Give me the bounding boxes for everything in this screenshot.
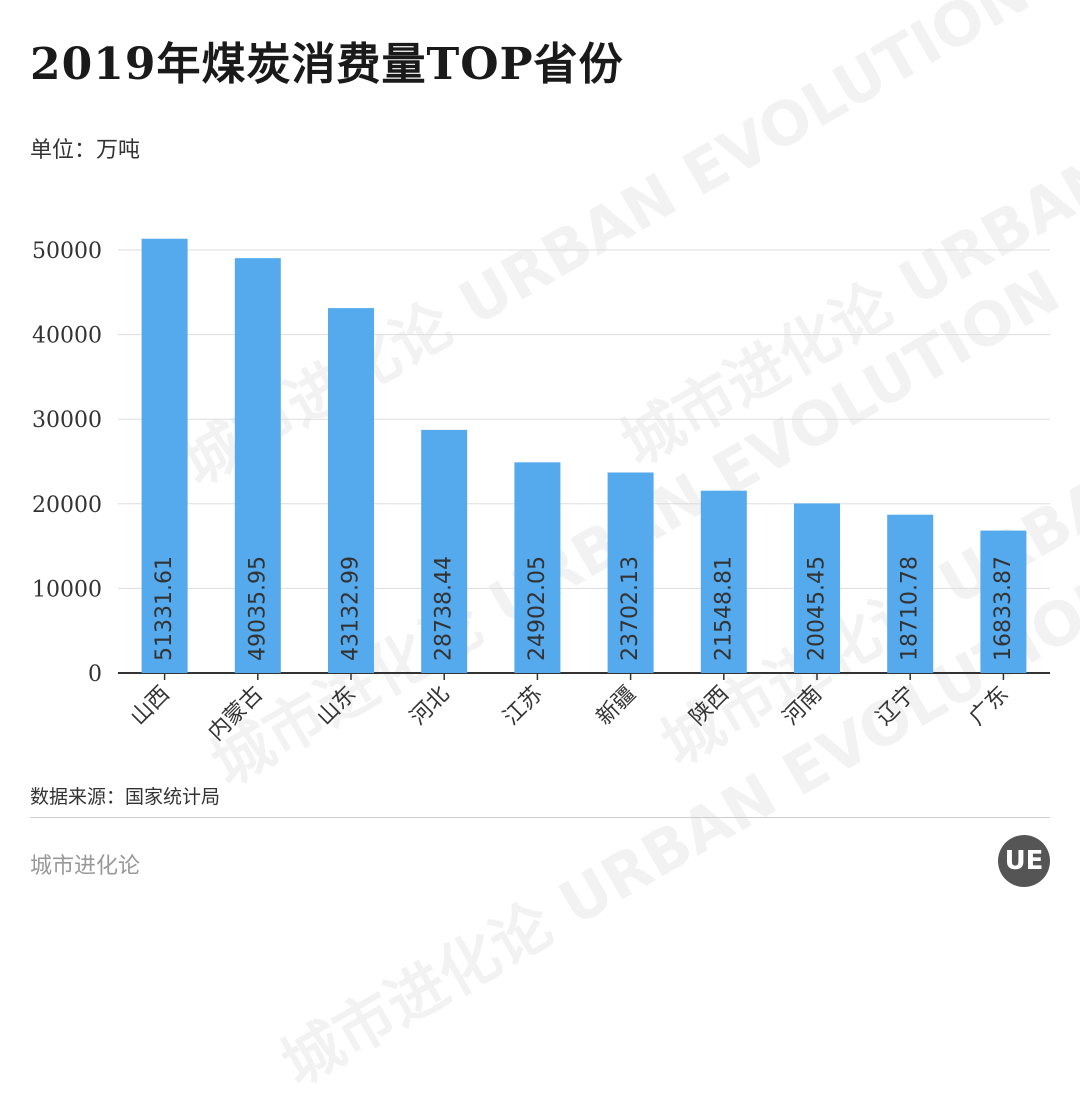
y-tick-label: 40000	[32, 324, 102, 349]
x-tick-label: 河北	[406, 682, 455, 731]
x-tick-label: 山西	[126, 682, 175, 731]
data-label: 21548.81	[711, 556, 736, 661]
data-label: 49035.95	[245, 556, 270, 661]
data-label: 20045.45	[805, 556, 830, 661]
data-label: 43132.99	[339, 556, 364, 661]
page-title: 2019年煤炭消费量TOP省份	[30, 39, 624, 90]
x-tick-label: 内蒙古	[204, 682, 268, 746]
divider	[30, 817, 1050, 818]
unit-label: 单位：万吨	[30, 138, 141, 163]
y-tick-label: 10000	[32, 577, 102, 602]
data-label: 23702.13	[618, 556, 643, 661]
y-tick-label: 50000	[32, 239, 102, 264]
y-tick-label: 30000	[32, 408, 102, 433]
footer-brand: 城市进化论	[30, 854, 141, 879]
x-tick-label: 河南	[778, 682, 827, 731]
bar-河北	[421, 429, 468, 673]
bar-新疆	[607, 472, 654, 673]
source-note: 数据来源：国家统计局	[30, 786, 221, 808]
bar-江苏	[514, 462, 561, 673]
x-tick-label: 陕西	[685, 682, 734, 731]
data-label: 16833.87	[991, 556, 1016, 661]
x-tick-label: 山东	[312, 682, 361, 731]
bar-chart: 0 10000 20000 30000 40000 50000 51331.61 山西 4903…	[32, 238, 1050, 746]
bar-广东	[980, 530, 1027, 673]
bar-陕西	[700, 490, 747, 673]
bar-山东	[328, 308, 374, 673]
x-tick-label: 广东	[965, 682, 1014, 731]
data-label: 24902.05	[525, 556, 550, 661]
x-tick-label: 辽宁	[872, 682, 921, 731]
x-tick-label: 江苏	[499, 682, 548, 731]
data-label: 18710.78	[898, 556, 923, 661]
brand-logo: UE	[998, 835, 1050, 887]
data-label: 28738.44	[432, 556, 457, 661]
y-tick-label: 20000	[32, 493, 102, 518]
bar-内蒙古	[234, 258, 281, 673]
bar-河南	[794, 503, 840, 673]
x-tick-label: 新疆	[592, 682, 641, 731]
bar-辽宁	[887, 514, 934, 673]
bar-山西	[141, 238, 188, 674]
y-tick-label: 0	[88, 662, 102, 687]
data-label: 51331.61	[152, 556, 177, 661]
